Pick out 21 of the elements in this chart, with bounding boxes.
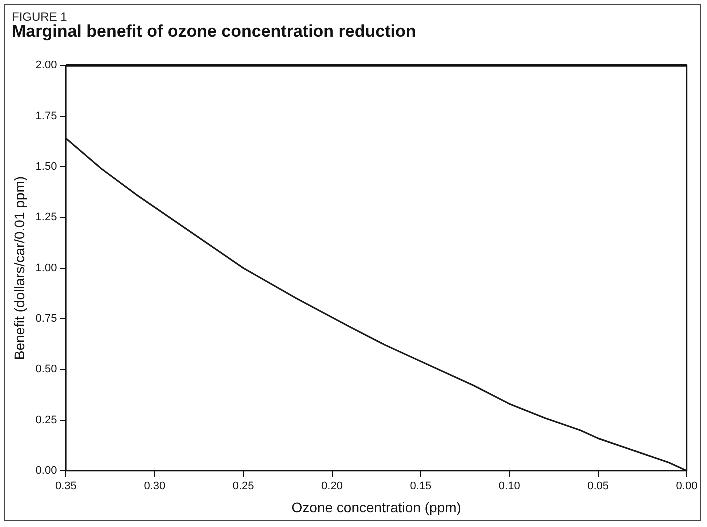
y-tick-label: 0.00 [36, 465, 58, 478]
y-tick-label: 1.75 [36, 110, 58, 122]
x-tick-label: 0.10 [498, 480, 520, 493]
x-axis-title: Ozone concentration (ppm) [292, 499, 462, 516]
y-tick-label: 0.75 [36, 313, 58, 326]
caption: FIGURE 1 [12, 10, 68, 24]
y-tick-label: 1.25 [36, 212, 58, 224]
chart-title: Marginal benefit of ozone concentration reduction [12, 22, 416, 42]
y-tick-label: 2.00 [36, 60, 58, 72]
y-tick-label: 1.00 [36, 262, 58, 274]
y-tick-label: 0.25 [36, 414, 58, 426]
x-tick-label: 0.00 [676, 480, 698, 493]
x-tick-label: 0.25 [232, 480, 254, 493]
x-tick-label: 0.05 [588, 480, 610, 493]
y-axis-title: Benefit (dollars/car/0.01 ppm) [11, 176, 28, 360]
y-tick-label: 1.50 [36, 160, 58, 173]
x-tick-label: 0.15 [410, 480, 432, 493]
y-tick-label: 0.50 [36, 364, 58, 376]
x-tick-label: 0.20 [322, 480, 343, 493]
x-tick-label: 0.35 [56, 480, 77, 493]
x-tick-label: 0.30 [144, 480, 166, 493]
